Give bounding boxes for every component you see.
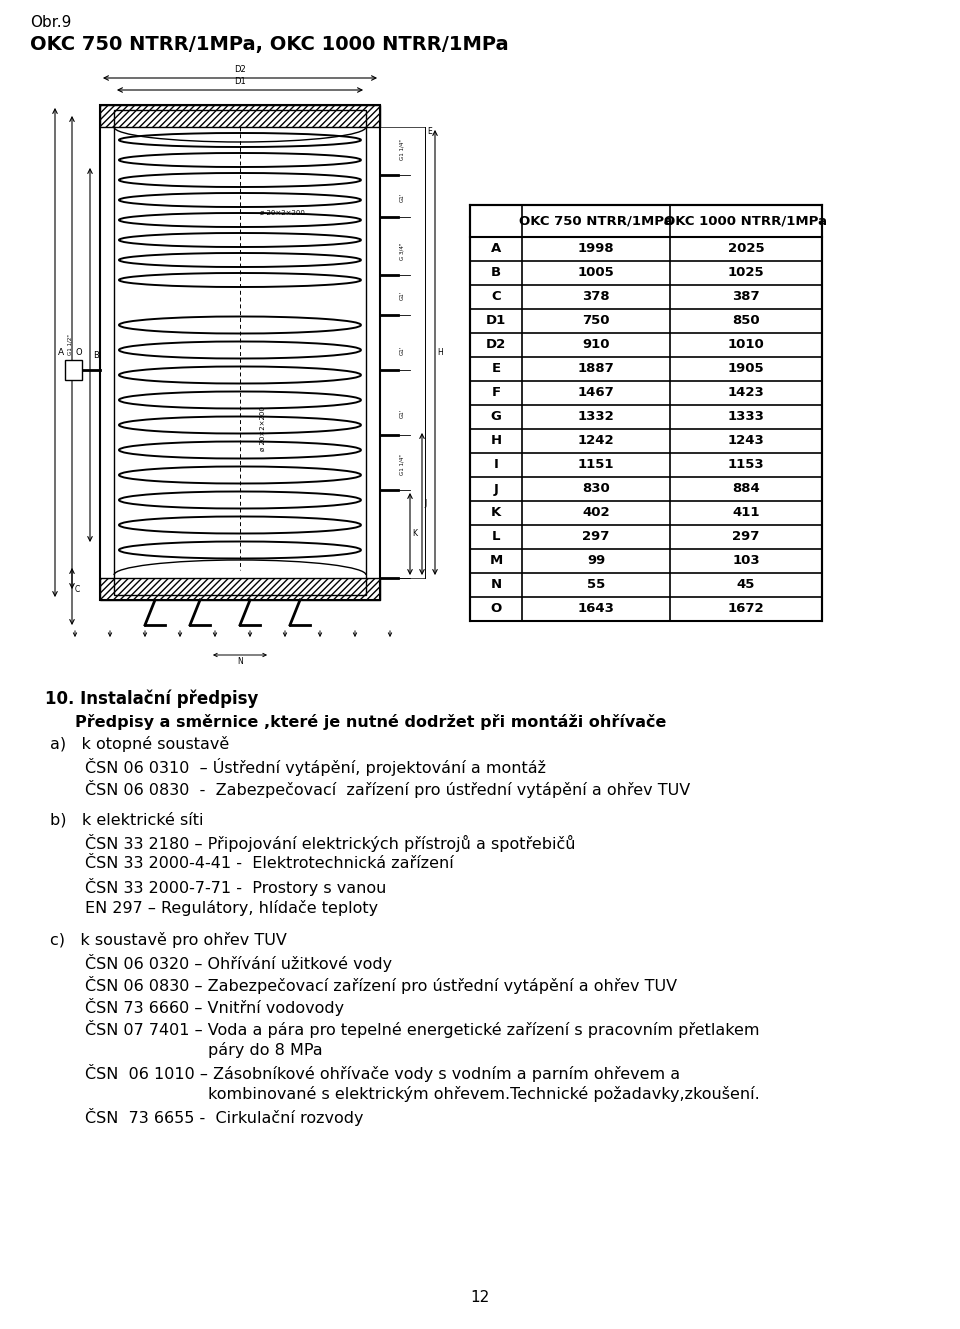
Text: D1: D1 [486,315,506,327]
Text: O: O [75,348,82,358]
Text: 1005: 1005 [578,267,614,279]
Text: 750: 750 [583,315,610,327]
Text: 910: 910 [583,339,610,351]
Text: kombinované s elektrickým ohřevem.Technické požadavky,zkoušení.: kombinované s elektrickým ohřevem.Techni… [85,1086,759,1102]
Text: G1 1/2": G1 1/2" [68,334,73,355]
Text: ČSN 06 0320 – Ohřívání užitkové vody: ČSN 06 0320 – Ohřívání užitkové vody [85,954,392,971]
Text: páry do 8 MPa: páry do 8 MPa [85,1042,323,1058]
Text: K: K [491,506,501,520]
Text: E: E [492,363,500,376]
Text: c)   k soustavě pro ohřev TUV: c) k soustavě pro ohřev TUV [50,932,287,948]
Text: N: N [237,657,243,666]
Text: 99: 99 [587,554,605,567]
Text: 1423: 1423 [728,387,764,400]
Bar [100,105,380,128]
Text: ČSN  73 6655 -  Cirkulační rozvody: ČSN 73 6655 - Cirkulační rozvody [85,1108,364,1126]
Bar [65,360,82,380]
Text: D2: D2 [486,339,506,351]
Text: A: A [58,348,64,358]
Text: L: L [492,530,500,544]
Text: B: B [93,351,99,360]
Text: G1': G1' [400,346,405,355]
Text: Obr.9: Obr.9 [30,15,71,31]
Text: 2025: 2025 [728,242,764,255]
Text: OKC 750 NTRR/1MPa: OKC 750 NTRR/1MPa [519,214,673,227]
Text: 10. Instalační předpisy: 10. Instalační předpisy [45,690,258,708]
Text: 1151: 1151 [578,459,614,472]
Bar [470,205,822,621]
Text: ČSN 33 2180 – Připojování elektrických přístrojů a spotřebičů: ČSN 33 2180 – Připojování elektrických p… [85,835,575,852]
Text: ČSN  06 1010 – Zásobníkové ohřívače vody s vodním a parním ohřevem a: ČSN 06 1010 – Zásobníkové ohřívače vody … [85,1065,680,1082]
Text: ø 20×2×200: ø 20×2×200 [260,407,266,451]
Text: 1905: 1905 [728,363,764,376]
Text: 387: 387 [732,291,759,303]
Text: 1242: 1242 [578,435,614,448]
Text: C: C [75,586,81,594]
Text: 297: 297 [583,530,610,544]
Text: E: E [427,128,432,136]
Text: A: A [491,242,501,255]
Text: ČSN 07 7401 – Voda a pára pro tepelné energetické zařízení s pracovním přetlakem: ČSN 07 7401 – Voda a pára pro tepelné en… [85,1019,759,1038]
Text: 1643: 1643 [578,602,614,615]
Text: 103: 103 [732,554,759,567]
Text: ČSN 06 0310  – Ústřední vytápění, projektování a montáž: ČSN 06 0310 – Ústřední vytápění, projekt… [85,758,546,776]
Text: G1 1/4": G1 1/4" [400,455,405,474]
Text: 45: 45 [737,578,756,591]
Text: D1: D1 [234,77,246,86]
Text: ČSN 33 2000-7-71 -  Prostory s vanou: ČSN 33 2000-7-71 - Prostory s vanou [85,878,386,896]
Text: J: J [424,500,426,509]
Text: 297: 297 [732,530,759,544]
Text: 378: 378 [582,291,610,303]
Text: G: G [491,411,501,424]
Text: 850: 850 [732,315,759,327]
Bar [114,110,366,595]
Text: 1467: 1467 [578,387,614,400]
Text: H: H [437,348,443,358]
Text: OKC 750 NTRR/1MPa, OKC 1000 NTRR/1MPa: OKC 750 NTRR/1MPa, OKC 1000 NTRR/1MPa [30,35,509,54]
Text: N: N [491,578,501,591]
Text: 1153: 1153 [728,459,764,472]
Text: O: O [491,602,502,615]
Text: M: M [490,554,503,567]
Text: ČSN 06 0830  -  Zabezpečovací  zařízení pro ústřední vytápění a ohřev TUV: ČSN 06 0830 - Zabezpečovací zařízení pro… [85,780,690,797]
Text: 1672: 1672 [728,602,764,615]
Text: 411: 411 [732,506,759,520]
Text: 55: 55 [587,578,605,591]
Text: OKC 1000 NTRR/1MPa: OKC 1000 NTRR/1MPa [664,214,828,227]
Text: 830: 830 [582,482,610,496]
Bar [100,578,380,599]
Text: F: F [492,387,500,400]
Text: Předpisy a směrnice ,které je nutné dodržet při montáži ohřívače: Předpisy a směrnice ,které je nutné dodr… [75,714,666,730]
Text: K: K [412,529,417,538]
Text: ČSN 73 6660 – Vnitřní vodovody: ČSN 73 6660 – Vnitřní vodovody [85,998,344,1015]
Text: J: J [493,482,498,496]
Text: 1998: 1998 [578,242,614,255]
Text: 1010: 1010 [728,339,764,351]
Text: 1025: 1025 [728,267,764,279]
Text: 1243: 1243 [728,435,764,448]
Text: b)   k elektrické síti: b) k elektrické síti [50,812,204,828]
Text: 1332: 1332 [578,411,614,424]
Text: G1': G1' [400,193,405,202]
Text: H: H [491,435,501,448]
Text: ČSN 06 0830 – Zabezpečovací zařízení pro ústřední vytápění a ohřev TUV: ČSN 06 0830 – Zabezpečovací zařízení pro… [85,975,677,994]
Text: G1 1/4": G1 1/4" [400,140,405,159]
Text: D2: D2 [234,65,246,74]
Text: I: I [493,459,498,472]
Bar [100,105,380,599]
Text: G 3/4": G 3/4" [400,243,405,260]
Text: G1': G1' [400,291,405,300]
Text: ø 20×2×200: ø 20×2×200 [260,210,305,217]
Text: 1333: 1333 [728,411,764,424]
Text: a)   k otopné soustavě: a) k otopné soustavě [50,736,229,752]
Text: B: B [491,267,501,279]
Text: G1': G1' [400,409,405,419]
Text: 12: 12 [470,1290,490,1305]
Text: EN 297 – Regulátory, hlídače teploty: EN 297 – Regulátory, hlídače teploty [85,900,378,916]
Text: 1887: 1887 [578,363,614,376]
Text: C: C [492,291,501,303]
Text: 402: 402 [582,506,610,520]
Text: ČSN 33 2000-4-41 -  Elektrotechnická zařízení: ČSN 33 2000-4-41 - Elektrotechnická zaří… [85,856,454,870]
Text: 884: 884 [732,482,760,496]
